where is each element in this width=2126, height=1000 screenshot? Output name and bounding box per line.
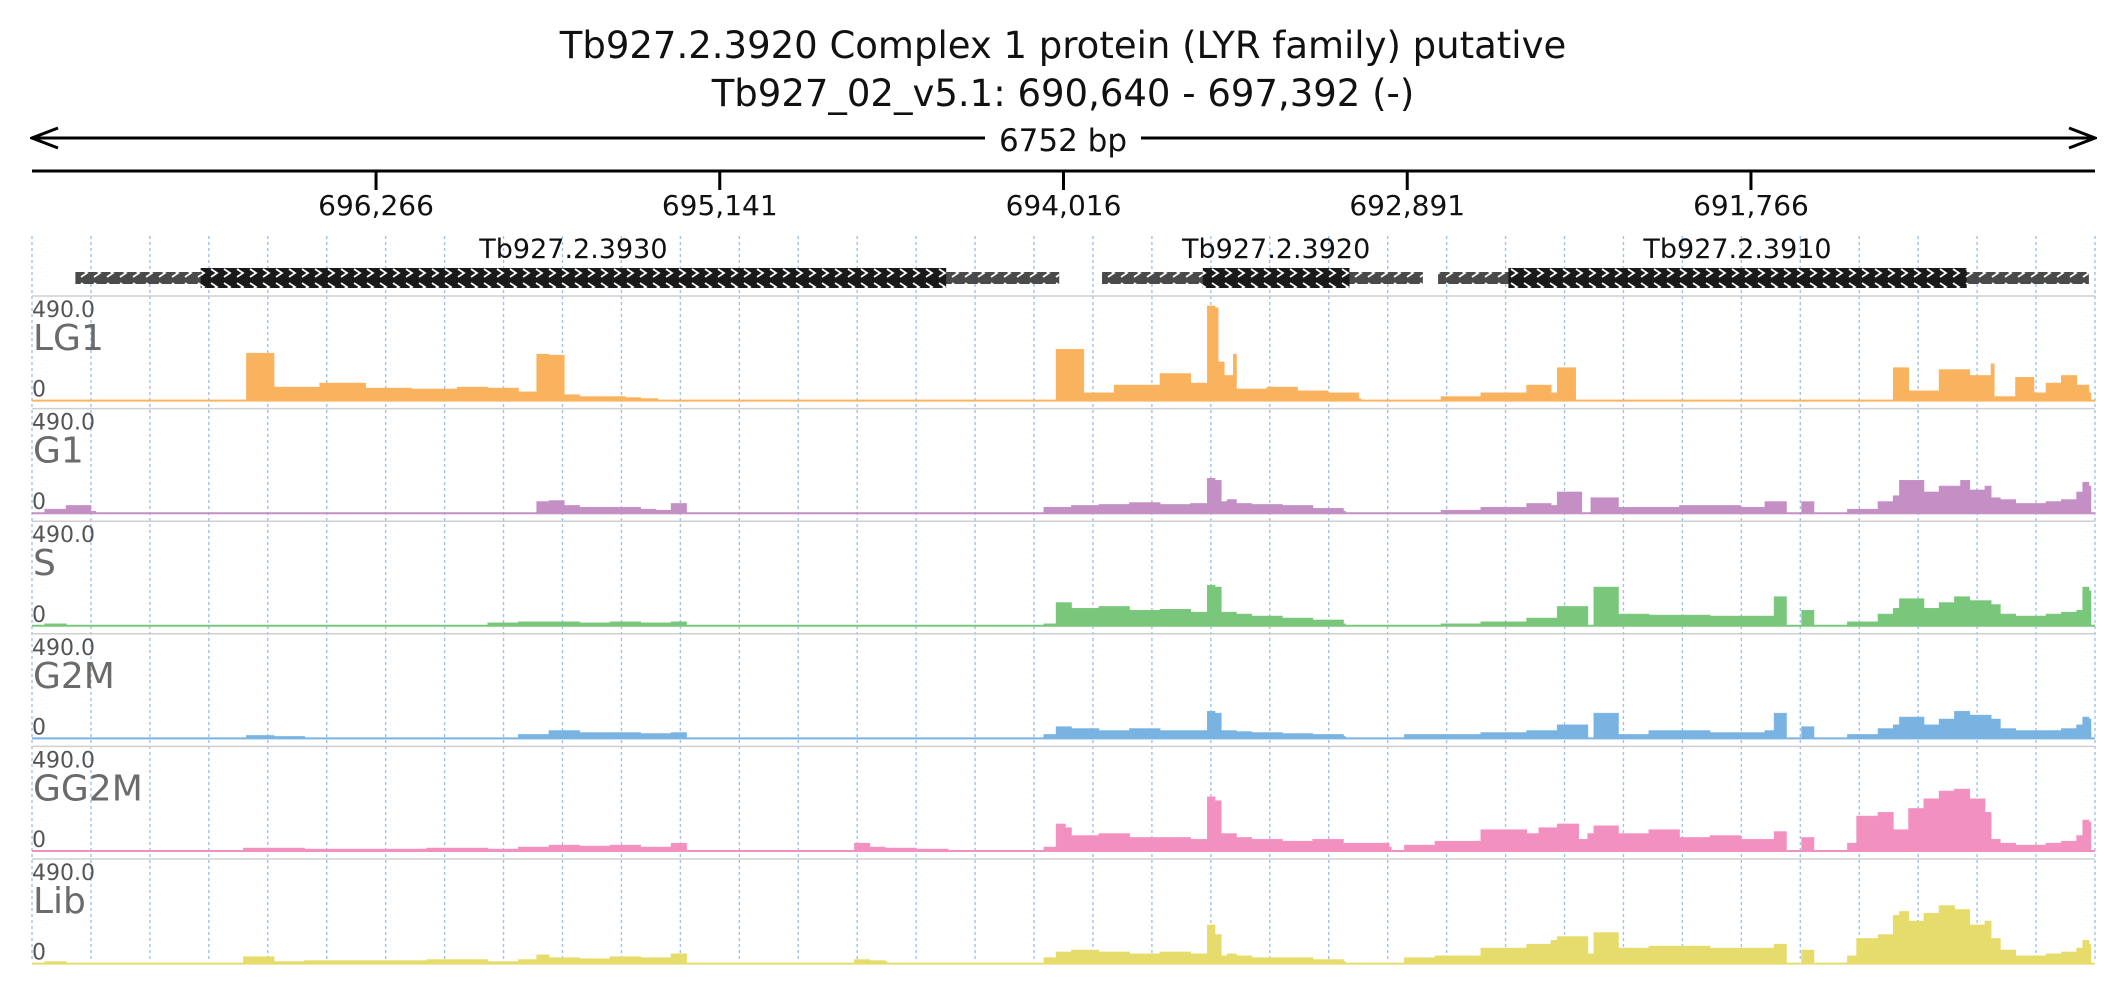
coverage-area [854, 842, 949, 852]
track-name: G2M [33, 656, 115, 697]
coverage-area [1043, 924, 1346, 964]
coverage-area [243, 953, 689, 964]
gene-model: Tb927.2.3920 [1101, 234, 1423, 288]
gene-models: Tb927.2.3930 Tb927.2.3920 Tb927.2.3910 [75, 234, 2089, 288]
coverage-area [1847, 788, 2092, 852]
track-ymin-label: 0 [32, 603, 46, 628]
x-tick-label: 694,016 [1006, 189, 1122, 222]
coverage-area [1055, 305, 1362, 401]
track-g1: 490.0G1 0 [32, 407, 2095, 515]
coverage-area [536, 500, 689, 514]
coverage-area [243, 842, 689, 852]
x-tick-label: 692,891 [1349, 189, 1465, 222]
coverage-area [1440, 367, 1587, 401]
coverage-tracks: 490.0LG10490.0G10490.0S0490.0G2M0490.0GG… [32, 295, 2095, 966]
track-ymin-label: 0 [32, 828, 46, 853]
track-s: 490.0S 0 [32, 520, 2095, 628]
gene-label: Tb927.2.3930 [478, 234, 667, 265]
coverage-area [1404, 712, 1816, 739]
track-ymin-label: 0 [32, 378, 46, 403]
track-name: S [33, 543, 56, 584]
coverage-area [1847, 711, 2092, 739]
track-ymax-label: 490.0 [32, 411, 95, 436]
gene-label: Tb927.2.3910 [1642, 234, 1831, 265]
gene-model: Tb927.2.3910 [1438, 234, 2089, 288]
coverage-area [1404, 823, 1816, 852]
gene-label: Tb927.2.3920 [1181, 234, 1370, 265]
coverage-area [1440, 586, 1816, 627]
x-tick-label: 691,766 [1693, 189, 1809, 222]
gene-cds-arrows [1202, 268, 1350, 288]
coverage-area [1847, 905, 2092, 964]
coverage-area [1404, 932, 1816, 964]
coverage-area [1043, 584, 1346, 627]
track-name: Lib [33, 881, 86, 922]
gene-model: Tb927.2.3930 [75, 234, 1060, 288]
coverage-area [44, 505, 97, 514]
gene-cds-arrows [200, 268, 947, 288]
track-ymin-label: 0 [32, 715, 46, 740]
x-tick-label: 695,141 [662, 189, 778, 222]
track-ymax-label: 490.0 [32, 523, 95, 548]
gene-location: Tb927_02_v5.1: 690,640 - 697,392 (-) [711, 72, 1415, 115]
track-ymax-label: 490.0 [32, 861, 95, 886]
x-tick-label: 696,266 [318, 189, 434, 222]
track-ymax-label: 490.0 [32, 298, 95, 323]
track-ymin-label: 0 [32, 941, 46, 966]
track-name: LG1 [33, 318, 104, 359]
span-label-background [985, 120, 1141, 158]
track-ymax-label: 490.0 [32, 748, 95, 773]
gene-cds-arrows [1508, 268, 1967, 288]
span-indicator: 6752 bp [32, 120, 2095, 173]
coverage-area [1440, 491, 1816, 514]
span-label: 6752 bp [999, 123, 1127, 159]
coverage-area [246, 352, 659, 401]
coverage-area [518, 730, 689, 739]
gene-title: Tb927.2.3920 Complex 1 protein (LYR fami… [559, 24, 1567, 67]
coverage-area [1847, 586, 2092, 627]
coverage-area [1892, 363, 2092, 401]
track-name: GG2M [33, 768, 143, 809]
track-ymax-label: 490.0 [32, 636, 95, 661]
coverage-area [1043, 711, 1346, 739]
x-axis-ticks: 696,266 695,141 694,016 692,891 691,766 [318, 171, 1809, 222]
track-name: G1 [33, 431, 84, 472]
coverage-area [1847, 480, 2092, 514]
track-ymin-label: 0 [32, 490, 46, 515]
grid-lines [31, 236, 2096, 962]
coverage-area [1043, 796, 1392, 852]
coverage-area [1043, 478, 1346, 514]
